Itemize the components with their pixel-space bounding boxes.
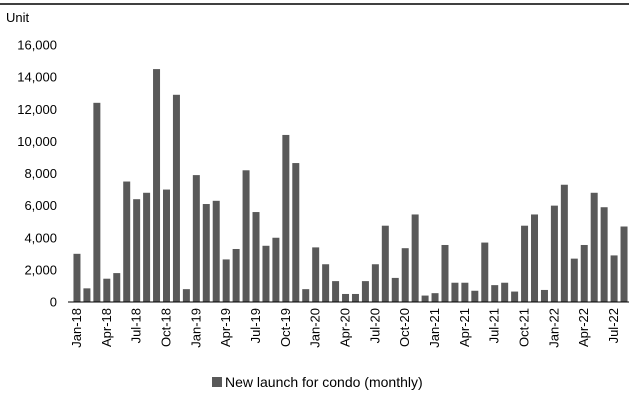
bar <box>481 242 489 302</box>
bar <box>292 163 300 302</box>
legend: New launch for condo (monthly) <box>212 374 423 390</box>
bar <box>322 264 330 302</box>
bar <box>441 244 449 302</box>
bar <box>381 225 389 302</box>
bar <box>351 293 359 302</box>
x-tick-label: Jan-22 <box>546 308 561 348</box>
bar <box>192 175 200 302</box>
x-tick-label: Jan-19 <box>188 308 203 348</box>
x-tick-label: Jul-20 <box>367 308 382 343</box>
bar <box>252 212 260 302</box>
bar <box>133 199 141 302</box>
x-axis-ticks: Jan-18 Apr-18 Jul-18 Oct-18 Jan-19 Apr-19 Jul-… <box>69 308 621 348</box>
bar <box>262 245 270 302</box>
bar <box>143 192 151 302</box>
bar <box>401 248 409 302</box>
bar <box>332 281 340 302</box>
x-tick-label: Jan-18 <box>69 308 84 348</box>
bar <box>550 205 558 303</box>
x-tick-label: Jul-22 <box>606 308 621 343</box>
y-tick-label: 12,000 <box>17 102 57 117</box>
bar <box>212 200 220 302</box>
x-tick-label: Apr-21 <box>457 308 472 347</box>
y-tick-label: 8,000 <box>24 166 57 181</box>
bar <box>610 255 618 302</box>
y-tick-label: 14,000 <box>17 70 57 85</box>
x-tick-label: Jul-21 <box>487 308 502 343</box>
bar <box>83 288 91 302</box>
x-tick-label: Apr-20 <box>338 308 353 347</box>
y-tick-label: 10,000 <box>17 134 57 149</box>
bar <box>590 192 598 302</box>
x-tick-label: Jul-19 <box>248 308 263 343</box>
bar <box>620 226 628 302</box>
bar <box>431 293 439 302</box>
y-tick-label: 2,000 <box>24 262 57 277</box>
bar <box>511 291 519 302</box>
bar <box>123 181 131 302</box>
bar <box>560 184 568 302</box>
y-axis-ticks: 0 2,000 4,000 6,000 8,000 10,000 12,000 14,000 1… <box>17 38 57 310</box>
bar <box>342 293 350 302</box>
legend-label: New launch for condo (monthly) <box>225 374 423 390</box>
bar <box>302 289 310 302</box>
x-tick-label: Oct-19 <box>278 308 293 347</box>
x-tick-label: Jan-21 <box>427 308 442 348</box>
bar <box>521 225 529 302</box>
bar <box>491 285 499 302</box>
bar <box>411 214 419 302</box>
bar <box>282 134 290 302</box>
x-tick-label: Jan-20 <box>308 308 323 348</box>
bar <box>361 281 369 302</box>
bar <box>312 247 320 302</box>
unit-label: Unit <box>6 10 30 25</box>
bar <box>580 244 588 302</box>
bar <box>570 258 578 302</box>
x-tick-label: Apr-18 <box>99 308 114 347</box>
bar <box>113 273 121 302</box>
x-tick-label: Oct-21 <box>517 308 532 347</box>
x-tick-label: Apr-19 <box>218 308 233 347</box>
bar <box>232 248 240 302</box>
bar <box>391 277 399 302</box>
bar <box>451 282 459 302</box>
bar <box>540 289 548 302</box>
y-tick-label: 16,000 <box>17 38 57 53</box>
bar <box>471 290 479 302</box>
bar <box>93 102 101 302</box>
bar <box>371 264 379 302</box>
y-tick-label: 6,000 <box>24 198 57 213</box>
bar <box>222 259 230 302</box>
x-tick-label: Apr-22 <box>576 308 591 347</box>
bar <box>531 214 539 302</box>
bar <box>202 204 210 302</box>
x-tick-label: Jul-18 <box>129 308 144 343</box>
legend-swatch <box>212 377 222 387</box>
y-tick-label: 0 <box>50 295 57 310</box>
bar <box>272 237 280 302</box>
bar <box>73 253 81 302</box>
x-tick-label: Oct-20 <box>397 308 412 347</box>
x-tick-label: Oct-18 <box>158 308 173 347</box>
bar <box>172 94 180 302</box>
bar <box>162 189 170 302</box>
bar <box>600 207 608 302</box>
bar <box>501 282 509 302</box>
bar <box>461 282 469 302</box>
bar <box>242 170 250 302</box>
bars <box>73 69 628 303</box>
y-tick-label: 4,000 <box>24 230 57 245</box>
bar <box>103 278 111 302</box>
bar <box>182 289 190 302</box>
bar <box>421 295 429 302</box>
bar <box>153 69 161 302</box>
